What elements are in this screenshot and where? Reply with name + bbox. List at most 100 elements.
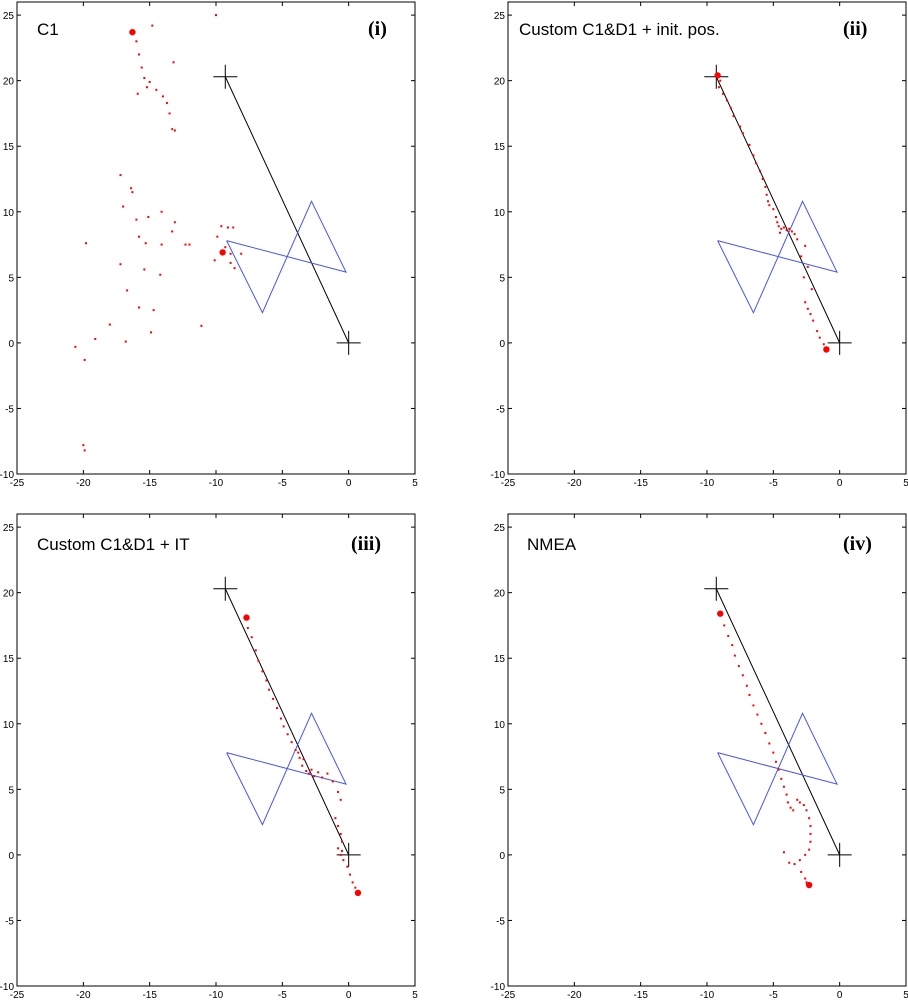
position-point bbox=[802, 804, 805, 807]
position-point bbox=[138, 306, 141, 309]
position-point bbox=[317, 771, 320, 774]
position-point bbox=[276, 707, 279, 710]
position-point bbox=[785, 793, 788, 796]
position-point bbox=[83, 358, 86, 361]
position-point bbox=[780, 777, 783, 780]
position-point bbox=[138, 53, 141, 56]
position-point bbox=[171, 128, 174, 131]
end-point bbox=[805, 881, 813, 889]
start-point bbox=[243, 614, 250, 621]
position-point bbox=[131, 191, 134, 194]
position-point bbox=[171, 230, 174, 233]
position-point bbox=[809, 313, 812, 316]
y-tick-label: -10 bbox=[0, 470, 14, 481]
y-tick-label: -5 bbox=[5, 404, 14, 415]
position-point bbox=[216, 235, 219, 238]
plot-frame bbox=[16, 513, 416, 987]
position-point bbox=[159, 273, 162, 276]
position-point bbox=[745, 684, 748, 687]
y-tick-label: 15 bbox=[494, 142, 506, 153]
position-point bbox=[816, 330, 819, 333]
position-point bbox=[305, 769, 308, 772]
position-point bbox=[806, 307, 809, 310]
position-point bbox=[789, 806, 792, 809]
reference-cross-marker bbox=[704, 576, 729, 601]
position-point bbox=[74, 345, 77, 348]
y-tick-label: 10 bbox=[3, 208, 15, 219]
position-point bbox=[143, 268, 146, 271]
position-point bbox=[200, 324, 203, 327]
position-point bbox=[786, 801, 789, 804]
y-tick-label: -10 bbox=[0, 982, 14, 993]
position-point bbox=[808, 817, 811, 820]
position-point bbox=[265, 679, 268, 682]
end-point bbox=[354, 889, 362, 897]
position-point bbox=[173, 221, 176, 224]
position-point bbox=[339, 798, 342, 801]
x-tick-label: -10 bbox=[700, 478, 715, 489]
reference-line bbox=[224, 76, 350, 344]
y-tick-label: 0 bbox=[499, 851, 505, 862]
position-point bbox=[257, 659, 260, 662]
position-point bbox=[351, 881, 354, 884]
position-point bbox=[346, 865, 349, 868]
panel-iv: NMEA (iv) -25 -20 -15 -10 -5 0 5 -10 -5 0 5 10 15 20 2… bbox=[491, 513, 908, 1000]
position-point bbox=[796, 798, 799, 801]
position-point bbox=[286, 733, 289, 736]
position-point bbox=[302, 758, 305, 761]
y-tick-label: 20 bbox=[3, 77, 15, 88]
position-point bbox=[138, 235, 141, 238]
position-point bbox=[250, 636, 253, 639]
panel-label: (ii) bbox=[843, 18, 867, 40]
position-point bbox=[741, 674, 744, 677]
position-point bbox=[727, 634, 730, 637]
position-point bbox=[755, 162, 758, 165]
position-point bbox=[341, 840, 344, 843]
position-point bbox=[233, 267, 236, 270]
position-point bbox=[161, 95, 164, 98]
y-tick-label: 0 bbox=[8, 339, 14, 350]
x-tick-label: 5 bbox=[903, 478, 908, 489]
position-point bbox=[354, 886, 357, 889]
position-point bbox=[148, 80, 151, 83]
position-point bbox=[802, 276, 805, 279]
y-tick-label: 5 bbox=[8, 273, 14, 284]
position-point bbox=[172, 61, 175, 64]
position-point bbox=[805, 809, 808, 812]
position-point bbox=[334, 817, 337, 820]
position-point bbox=[146, 86, 149, 89]
panel-iii: Custom C1&D1 + IT (iii) -25 -20 -15 -10 -5 0 5… bbox=[0, 513, 418, 1000]
position-point bbox=[804, 301, 807, 304]
position-point bbox=[800, 870, 803, 873]
start-point bbox=[717, 610, 724, 617]
position-point bbox=[342, 859, 345, 862]
y-tick-label: 10 bbox=[3, 720, 15, 731]
panel-label: (iii) bbox=[351, 533, 381, 555]
position-point bbox=[229, 261, 232, 264]
x-tick-label: 5 bbox=[412, 990, 418, 1000]
position-point bbox=[768, 742, 771, 745]
y-tick-label: 25 bbox=[494, 11, 506, 22]
area-polygon bbox=[226, 200, 347, 314]
position-point bbox=[310, 768, 313, 771]
y-tick-label: -5 bbox=[496, 916, 505, 927]
position-point bbox=[818, 336, 821, 339]
x-tick-label: -25 bbox=[501, 990, 516, 1000]
position-point bbox=[717, 86, 720, 89]
position-point bbox=[165, 101, 168, 104]
position-point bbox=[756, 713, 759, 716]
y-tick-label: 0 bbox=[499, 339, 505, 350]
position-point bbox=[812, 319, 815, 322]
position-point bbox=[741, 132, 744, 135]
position-point bbox=[788, 227, 791, 230]
position-point bbox=[737, 665, 740, 668]
position-point bbox=[280, 717, 283, 720]
position-point bbox=[761, 178, 764, 180]
y-tick-label: 5 bbox=[499, 273, 505, 284]
position-point bbox=[810, 288, 813, 291]
x-tick-label: -5 bbox=[769, 478, 778, 489]
position-point bbox=[719, 79, 722, 82]
x-tick-label: 0 bbox=[837, 990, 843, 1000]
position-point bbox=[800, 255, 803, 258]
panel-ii: Custom C1&D1 + init. pos. (ii) -25 -20 -15… bbox=[491, 1, 908, 489]
